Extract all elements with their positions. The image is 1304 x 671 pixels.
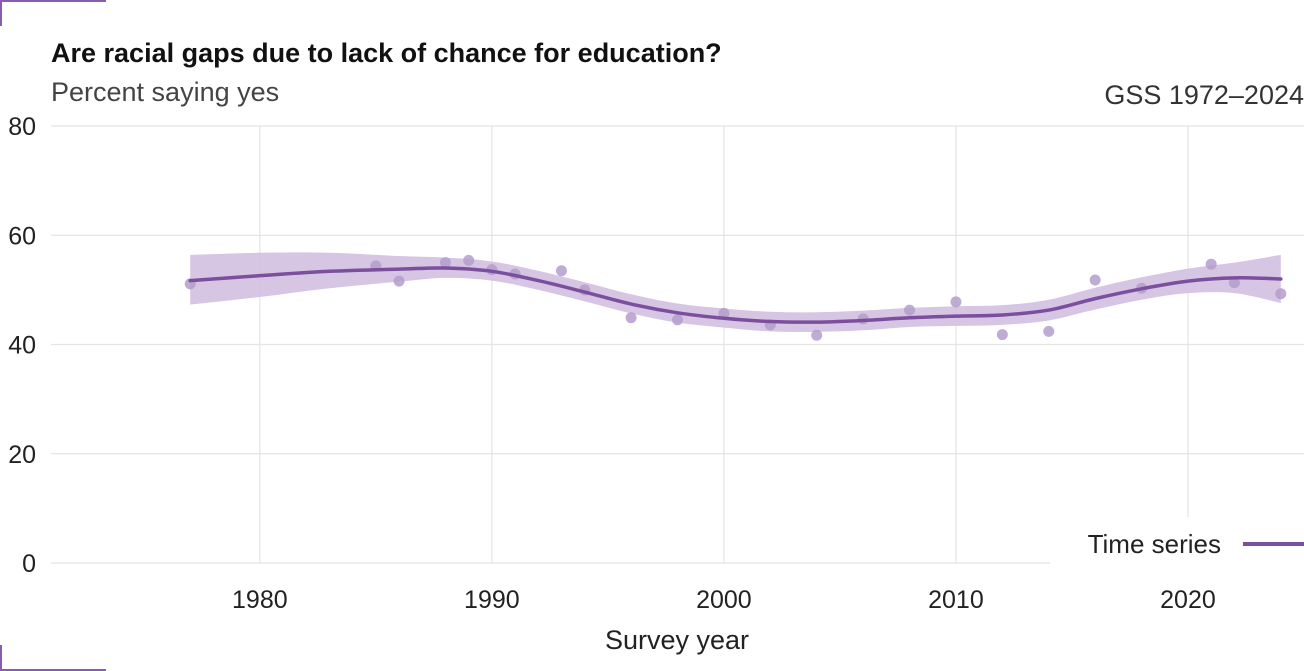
source-note: GSS 1972–2024: [1104, 80, 1304, 110]
data-point-1996: [625, 312, 637, 324]
data-point-2022: [1228, 277, 1240, 289]
x-axis-title: Survey year: [605, 625, 749, 655]
chart-title: Are racial gaps due to lack of chance fo…: [51, 38, 722, 68]
data-point-1988: [439, 257, 451, 269]
trend-line: [188, 266, 1283, 324]
trend-line-path: [188, 266, 1283, 324]
legend-label: Time series: [1088, 529, 1221, 559]
data-point-2008: [904, 304, 916, 316]
axes: 0 20 40 60 80 1980 1990 2000 2010 2020: [8, 113, 1216, 614]
x-tick-label-1990: 1990: [464, 586, 520, 614]
confidence-band-area: [190, 252, 1281, 333]
corner-bracket-bottom: [0, 645, 106, 671]
corner-bracket-top: [0, 0, 106, 26]
data-point-2014: [1043, 325, 1055, 337]
data-point-2012: [996, 329, 1008, 341]
data-point-2000: [718, 307, 730, 319]
chart-subtitle: Percent saying yes: [51, 77, 279, 107]
data-point-1993: [555, 265, 567, 277]
x-tick-label-2000: 2000: [696, 586, 752, 614]
y-tick-label-20: 20: [8, 441, 36, 469]
x-tick-label-1980: 1980: [232, 586, 288, 614]
y-tick-label-0: 0: [22, 550, 36, 578]
y-tick-label-80: 80: [8, 113, 36, 141]
data-point-2004: [811, 329, 823, 341]
data-point-1986: [393, 275, 405, 287]
data-point-1989: [463, 254, 475, 266]
data-point-2021: [1205, 258, 1217, 270]
x-tick-label-2020: 2020: [1160, 586, 1216, 614]
y-tick-label-40: 40: [8, 332, 36, 360]
data-point-1998: [672, 314, 683, 326]
y-tick-label-60: 60: [8, 222, 36, 250]
x-tick-label-2010: 2010: [928, 586, 984, 614]
confidence-band: [190, 252, 1281, 333]
grid: [51, 125, 1304, 564]
data-point-2024: [1275, 288, 1287, 300]
data-point-2016: [1089, 274, 1101, 286]
data-point-2010: [950, 296, 962, 308]
